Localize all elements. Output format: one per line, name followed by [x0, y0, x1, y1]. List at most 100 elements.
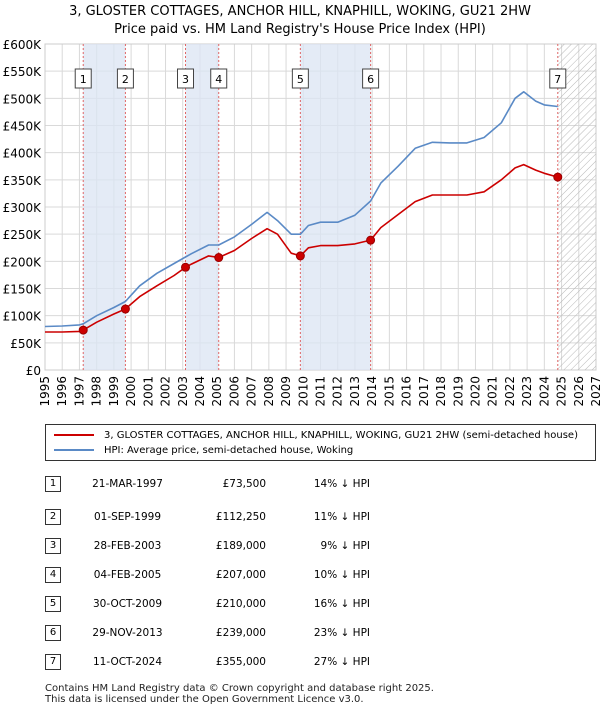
sale-price: £73,500 — [222, 478, 266, 490]
y-tick-label: £0 — [26, 364, 41, 378]
sale-hpi-diff: 16% ↓ HPI — [313, 598, 370, 610]
x-tick-label: 1999 — [107, 376, 121, 407]
sale-point — [181, 262, 191, 272]
x-tick-label: 2013 — [348, 376, 362, 407]
title-line-2: Price paid vs. HM Land Registry's House … — [114, 22, 486, 37]
sale-date: 29-NOV-2013 — [92, 627, 163, 639]
table-row: 4 04-FEB-2005 £207,000 10% ↓ HPI — [0, 565, 600, 585]
sale-period-band — [83, 44, 126, 370]
sale-markers: 1 2 3 4 5 6 7 — [74, 68, 567, 335]
y-tick-label: £550K — [3, 65, 43, 79]
sale-point — [214, 253, 224, 263]
sale-date: 30-OCT-2009 — [93, 598, 162, 610]
legend-item-hpi: HPI: Average price, semi-detached house,… — [54, 444, 353, 458]
y-tick-label: £50K — [10, 337, 42, 351]
y-tick-label: £200K — [3, 255, 43, 269]
sale-date: 01-SEP-1999 — [93, 511, 162, 523]
title-line-1: 3, GLOSTER COTTAGES, ANCHOR HILL, KNAPHI… — [69, 4, 531, 19]
x-tick-label: 2026 — [572, 376, 586, 407]
sale-point — [553, 172, 563, 182]
y-tick-label: £500K — [3, 92, 43, 106]
sale-label-number: 7 — [554, 73, 561, 86]
x-tick-label: 2023 — [520, 376, 534, 407]
x-tick-label: 2009 — [279, 376, 293, 407]
y-axis: £0 £50K £100K £150K £200K £250K £300K £350K £400… — [3, 38, 43, 378]
x-tick-label: 1998 — [90, 376, 104, 407]
footer-line-1: Contains HM Land Registry data © Crown c… — [45, 683, 434, 694]
x-tick-label: 2018 — [434, 376, 448, 407]
y-tick-label: £600K — [3, 38, 43, 52]
sale-date: 21-MAR-1997 — [92, 478, 163, 490]
table-row: 5 30-OCT-2009 £210,000 16% ↓ HPI — [0, 594, 600, 614]
x-tick-label: 2020 — [468, 376, 482, 407]
sale-price: £189,000 — [215, 540, 266, 552]
sale-label-box — [210, 68, 228, 89]
x-tick-label: 2021 — [486, 376, 500, 407]
x-tick-label: 2027 — [589, 376, 600, 407]
table-row: 3 28-FEB-2003 £189,000 9% ↓ HPI — [0, 536, 600, 556]
sale-label-box — [291, 68, 309, 89]
x-tick-label: 2001 — [141, 376, 155, 407]
x-tick-label: 2002 — [159, 376, 173, 407]
sale-hpi-diff: 10% ↓ HPI — [313, 569, 370, 581]
hpi-series-line — [44, 91, 558, 328]
footer-line-2: This data is licensed under the Open Gov… — [45, 694, 364, 705]
sale-hpi-diff: 23% ↓ HPI — [313, 627, 370, 639]
sale-number-badge: 7 — [45, 654, 61, 670]
sale-date: 28-FEB-2003 — [93, 540, 162, 552]
x-tick-label: 2011 — [314, 376, 328, 407]
sale-label-box — [74, 68, 92, 89]
y-tick-label: £250K — [3, 228, 43, 242]
sale-date: 11-OCT-2024 — [93, 656, 162, 668]
x-tick-label: 2024 — [537, 376, 551, 407]
sale-label-number: 5 — [297, 73, 304, 86]
sale-label-number: 3 — [182, 73, 189, 86]
sale-period-band — [300, 44, 371, 370]
x-tick-label: 2005 — [210, 376, 224, 407]
y-tick-label: £450K — [3, 120, 43, 134]
sale-hpi-diff: 14% ↓ HPI — [313, 478, 370, 490]
sale-hpi-diff: 11% ↓ HPI — [313, 511, 370, 523]
chart-legend: 3, GLOSTER COTTAGES, ANCHOR HILL, KNAPHI… — [45, 424, 596, 461]
sale-number-badge: 5 — [45, 596, 61, 612]
x-tick-label: 2003 — [176, 376, 190, 407]
legend-label-hpi: HPI: Average price, semi-detached house,… — [104, 445, 354, 456]
sale-point — [120, 304, 130, 314]
chart-title: 3, GLOSTER COTTAGES, ANCHOR HILL, KNAPHI… — [0, 3, 600, 39]
sale-number-badge: 1 — [45, 476, 61, 492]
sale-number-badge: 2 — [45, 509, 61, 525]
x-tick-label: 2012 — [331, 376, 345, 407]
table-row: 6 29-NOV-2013 £239,000 23% ↓ HPI — [0, 623, 600, 643]
x-axis: 1995 1996 1997 1998 1999 2000 2001 2002 2003 2004… — [38, 376, 600, 407]
y-tick-label: £350K — [3, 174, 43, 188]
sale-price: £210,000 — [215, 598, 266, 610]
sale-date: 04-FEB-2005 — [93, 569, 162, 581]
sale-label-box — [177, 68, 195, 89]
sale-point — [78, 325, 88, 335]
y-tick-label: £400K — [3, 147, 43, 161]
x-tick-label: 2016 — [400, 376, 414, 407]
x-tick-label: 2006 — [227, 376, 241, 407]
sale-point — [295, 251, 305, 261]
sale-hpi-diff: 27% ↓ HPI — [313, 656, 370, 668]
x-tick-label: 2010 — [296, 376, 310, 407]
x-tick-label: 1996 — [55, 376, 69, 407]
table-row: 7 11-OCT-2024 £355,000 27% ↓ HPI — [0, 652, 600, 672]
x-tick-label: 1995 — [38, 376, 52, 407]
x-tick-label: 1997 — [72, 376, 86, 407]
footer-attribution: Contains HM Land Registry data © Crown c… — [45, 683, 434, 705]
legend-label-property: 3, GLOSTER COTTAGES, ANCHOR HILL, KNAPHI… — [104, 430, 578, 441]
sale-label-number: 6 — [367, 73, 374, 86]
x-tick-label: 2015 — [382, 376, 396, 407]
sale-label-number: 4 — [215, 73, 222, 86]
x-tick-label: 2008 — [262, 376, 276, 407]
sale-label-box — [116, 68, 134, 89]
y-tick-label: £300K — [3, 201, 43, 215]
sale-number-badge: 3 — [45, 538, 61, 554]
sale-label-box — [549, 68, 567, 89]
sale-price: £355,000 — [215, 656, 266, 668]
table-row: 1 21-MAR-1997 £73,500 14% ↓ HPI — [0, 474, 600, 494]
sale-period-band — [185, 44, 219, 370]
sale-price: £239,000 — [215, 627, 266, 639]
sale-period-shading — [82, 44, 596, 370]
